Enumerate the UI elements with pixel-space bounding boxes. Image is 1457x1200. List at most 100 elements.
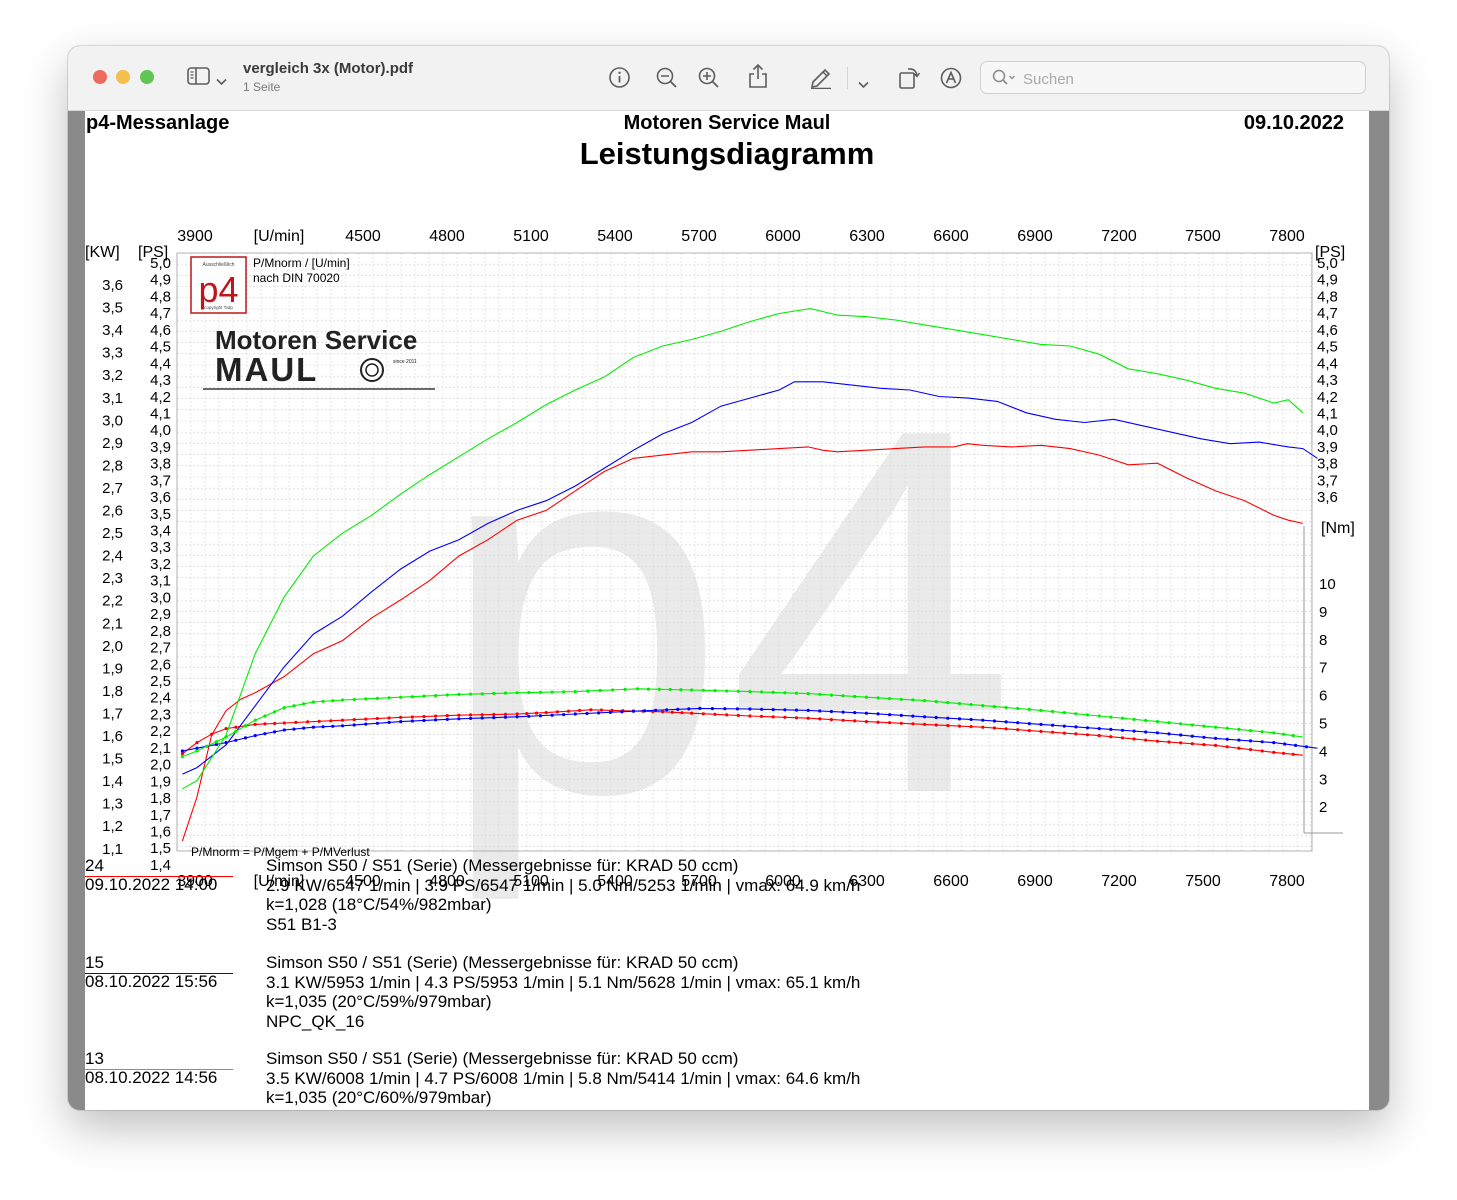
torque-point (422, 714, 426, 719)
torque-point (1004, 705, 1008, 710)
zoom-button[interactable] (140, 70, 154, 84)
x-tick-top: 5700 (681, 228, 717, 245)
kw-tick: 3,4 (102, 322, 123, 339)
note-bottom: P/Mnorm = P/Mgem + P/MVerlust (191, 845, 370, 859)
torque-point (331, 699, 335, 703)
torque-point (992, 705, 997, 709)
info-icon[interactable] (608, 66, 631, 93)
search-field[interactable] (980, 61, 1366, 94)
kw-tick: 1,3 (102, 796, 123, 813)
torque-point (794, 691, 799, 695)
torque-point (317, 719, 321, 723)
chart-watermark: p4 (438, 321, 1016, 905)
zoom-out-icon[interactable] (655, 66, 679, 94)
kw-tick: 2,3 (102, 570, 123, 587)
kw-tick: 2,8 (102, 457, 123, 474)
markup-pen-icon[interactable] (808, 65, 834, 93)
torque-point (1132, 717, 1136, 722)
torque-point (469, 716, 473, 721)
torque-point (1237, 738, 1241, 742)
torque-point (306, 720, 310, 724)
torque-point (253, 718, 257, 722)
torque-point (1281, 751, 1286, 755)
torque-point (829, 693, 834, 697)
torque-point (1179, 722, 1183, 726)
torque-point (1167, 740, 1171, 744)
share-icon[interactable] (747, 63, 769, 93)
torque-point (1109, 727, 1113, 732)
ps-tick: 2,8 (150, 623, 171, 640)
chevron-down-icon[interactable] (216, 71, 227, 90)
torque-point (273, 710, 277, 714)
torque-point (195, 749, 199, 753)
search-input[interactable] (1021, 68, 1355, 90)
ps-tick: 4,9 (150, 272, 171, 289)
torque-point (387, 720, 391, 725)
legend-lines: Simson S50 / S51 (Serie) (Messergebnisse… (266, 856, 860, 934)
torque-point (969, 703, 973, 707)
torque-point (515, 691, 519, 695)
annotate-icon[interactable] (939, 66, 963, 94)
kw-axis-label: [KW] (85, 244, 120, 261)
ps-tick: 3,3 (150, 539, 171, 556)
zoom-in-icon[interactable] (697, 66, 721, 94)
legend-line: k=1,035 (20°C/60%/979mbar) (266, 1088, 492, 1107)
nm-tick: 3 (1319, 771, 1327, 788)
torque-point (282, 721, 286, 725)
torque-point (636, 687, 640, 691)
sidebar-icon[interactable] (187, 66, 211, 90)
chevron-down-icon[interactable] (858, 74, 869, 93)
torque-point (1132, 737, 1136, 741)
torque-point (375, 696, 379, 701)
x-tick-top: 5100 (513, 228, 549, 245)
torque-point (1097, 727, 1101, 731)
torque-point (538, 714, 542, 718)
ps-tick: 3,1 (150, 573, 171, 590)
x-tick-top: 3900 (177, 228, 213, 245)
torque-point (934, 700, 938, 704)
close-button[interactable] (93, 70, 107, 84)
ps-tick: 2,4 (150, 690, 171, 707)
ps-tick: 4,3 (150, 372, 171, 389)
kw-tick: 2,0 (102, 638, 123, 655)
torque-point (234, 729, 238, 734)
torque-point (771, 715, 775, 719)
torque-point (657, 687, 661, 691)
ps-right-tick: 4,9 (1317, 272, 1338, 289)
x-tick-bottom: 7500 (1185, 873, 1221, 890)
torque-point (957, 724, 962, 728)
note-top-1: P/Mnorm / [U/min] (253, 256, 350, 270)
minimize-button[interactable] (116, 70, 130, 84)
torque-point (748, 707, 752, 711)
torque-point (1202, 724, 1206, 728)
torque-point (352, 723, 356, 727)
y-axis-kw: 3,6 3,5 3,4 3,3 3,2 3,1 3,0 2,9 2,8 2,7 2,6 2,5 2,4 2… (102, 277, 123, 858)
torque-point (841, 694, 845, 698)
torque-point (364, 717, 368, 721)
ps-right-tick: 3,8 (1317, 456, 1338, 473)
ps-tick: 2,1 (150, 740, 171, 757)
kw-tick: 2,6 (102, 503, 123, 520)
torque-point (544, 711, 548, 715)
torque-point (1260, 749, 1264, 753)
torque-point (205, 744, 209, 748)
torque-point (1225, 726, 1229, 730)
torque-point (180, 749, 184, 753)
nm-axis-label: [Nm] (1321, 520, 1355, 537)
torque-point (1155, 720, 1159, 724)
power-line-13 (182, 308, 1304, 790)
torque-point (1190, 734, 1194, 738)
torque-point (864, 711, 869, 715)
torque-point (445, 714, 449, 718)
torque-point (946, 716, 950, 720)
ps-tick: 1,8 (150, 790, 171, 807)
rotate-icon[interactable] (897, 64, 921, 94)
ps-tick: 2,5 (150, 673, 171, 690)
kw-tick: 1,1 (102, 841, 123, 858)
kw-tick: 2,1 (102, 615, 123, 632)
kw-tick: 1,7 (102, 705, 123, 722)
torque-point (387, 696, 391, 700)
nm-tick: 6 (1319, 688, 1327, 705)
torque-point (969, 725, 973, 729)
x-tick-bottom: 6600 (933, 873, 969, 890)
